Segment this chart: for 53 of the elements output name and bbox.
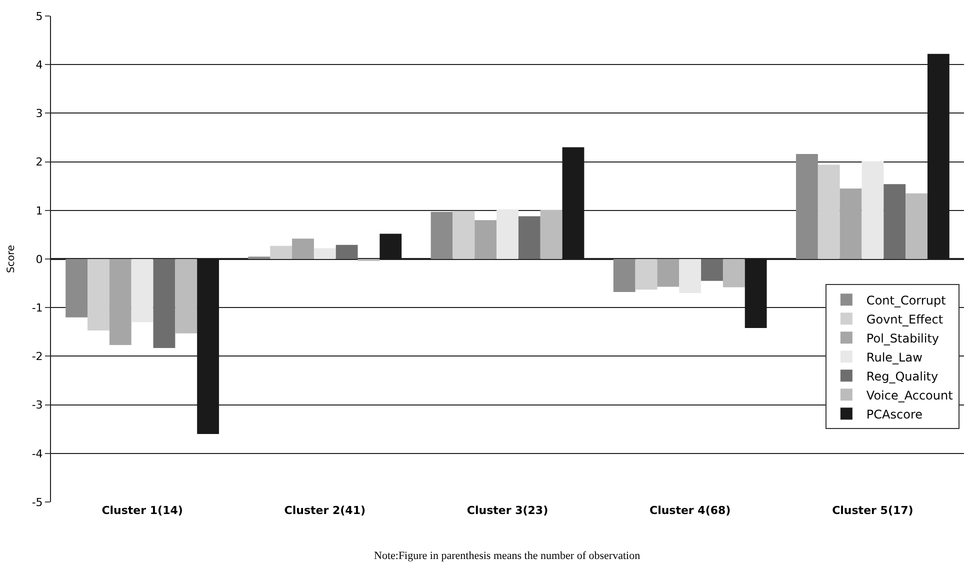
legend-label: Pol_Stability [866, 331, 940, 346]
bar [270, 246, 292, 259]
bar [314, 248, 336, 259]
bar [175, 259, 198, 334]
x-tick-label: Cluster 3(23) [466, 504, 548, 517]
y-tick-label: -4 [32, 447, 43, 460]
y-tick-label: 0 [36, 252, 43, 266]
bar [818, 164, 840, 259]
bar [906, 193, 928, 259]
legend-label: Rule_Law [866, 350, 923, 364]
bar [657, 259, 680, 287]
x-tick-label: Cluster 2(41) [284, 504, 366, 517]
bar [884, 184, 906, 259]
bar [430, 212, 453, 259]
bar [540, 210, 562, 259]
x-tick-label: Cluster 4(68) [649, 504, 731, 517]
bar [613, 259, 636, 292]
legend-label: Govnt_Effect [866, 312, 944, 326]
bar [131, 259, 154, 322]
bar [496, 209, 518, 259]
bar [635, 259, 658, 290]
legend-label: Reg_Quality [866, 369, 938, 384]
bar [679, 259, 702, 294]
legend-label: Cont_Corrupt [866, 293, 946, 308]
bar [452, 210, 475, 259]
y-tick-label: -5 [32, 496, 43, 509]
y-tick-label: 1 [36, 204, 43, 218]
bar [292, 238, 314, 259]
legend-label: Voice_Account [866, 388, 954, 402]
bar [796, 154, 818, 259]
bar [66, 259, 88, 318]
bar [701, 259, 723, 281]
y-tick-label: 5 [36, 10, 43, 23]
bar [88, 259, 110, 330]
text: Note:Figure in parenthesis means the number of observation [374, 550, 641, 562]
y-tick-label: 2 [36, 156, 43, 169]
legend-label: PCAscore [866, 407, 923, 422]
bar [862, 161, 884, 259]
bar [722, 259, 745, 288]
y-tick-label: -3 [32, 398, 43, 412]
y-tick-label: 4 [36, 58, 43, 72]
bar [336, 244, 358, 259]
y-axis-title: Score [6, 244, 17, 274]
bar [109, 259, 132, 346]
y-tick-label: -1 [32, 301, 43, 314]
x-tick-label: Cluster 1(14) [102, 504, 183, 517]
bar [840, 188, 862, 259]
bar [518, 216, 540, 259]
bar [153, 259, 176, 348]
x-tick-label: Cluster 5(17) [832, 504, 914, 517]
bar [474, 220, 497, 259]
y-tick-label: 3 [36, 107, 43, 120]
y-tick-label: -2 [32, 350, 43, 364]
